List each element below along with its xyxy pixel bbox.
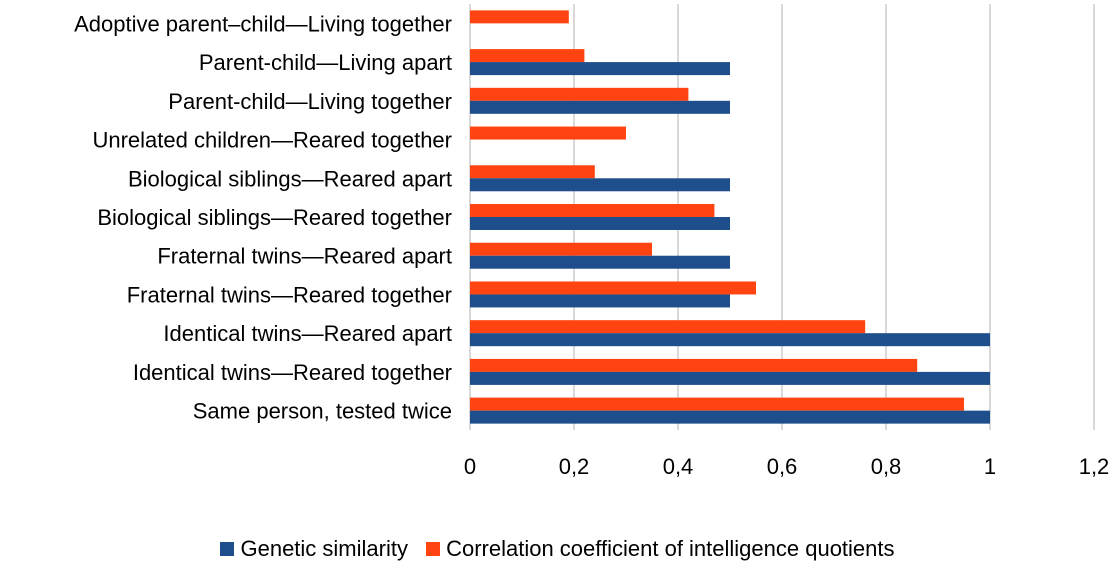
bar-genetic (470, 217, 730, 230)
legend-label-genetic: Genetic similarity (240, 536, 408, 561)
x-tick-label: 1,2 (1079, 454, 1110, 479)
category-label: Fraternal twins—Reared together (127, 282, 452, 307)
bar-correlation (470, 242, 652, 256)
bar-correlation (470, 281, 756, 295)
category-label: Biological siblings—Reared together (97, 205, 452, 230)
x-tick-label: 1 (984, 454, 996, 479)
legend-item-genetic: Genetic similarity (220, 536, 408, 562)
bar-genetic (470, 255, 730, 269)
bar-correlation (470, 126, 626, 140)
category-label: Unrelated children—Reared together (92, 128, 452, 153)
legend: Genetic similarity Correlation coefficie… (0, 536, 1115, 562)
bar-correlation (470, 358, 918, 372)
bar-genetic (470, 333, 990, 347)
x-tick-label: 0,8 (871, 454, 902, 479)
x-tick-label: 0 (464, 454, 476, 479)
category-label: Parent-child—Living apart (199, 50, 452, 75)
bar-correlation (470, 320, 866, 334)
bar-correlation (470, 204, 715, 217)
legend-label-correlation: Correlation coefficient of intelligence … (446, 536, 895, 561)
bar-correlation (470, 87, 689, 101)
bar-genetic (470, 178, 730, 192)
category-label: Same person, tested twice (193, 399, 452, 424)
bar-genetic (470, 100, 730, 114)
bar-genetic (470, 371, 990, 385)
bar-correlation (470, 49, 585, 63)
bar-genetic (470, 62, 730, 76)
x-tick-label: 0,6 (767, 454, 798, 479)
category-label: Adoptive parent–child—Living together (74, 11, 452, 36)
category-label: Parent-child—Living together (168, 89, 452, 114)
bar-correlation (470, 397, 964, 411)
x-tick-label: 0,4 (663, 454, 694, 479)
x-tick-label: 0,2 (559, 454, 590, 479)
legend-swatch-correlation (426, 542, 441, 556)
category-label: Biological siblings—Reared apart (128, 166, 452, 191)
bar-correlation (470, 165, 595, 179)
category-label: Identical twins—Reared apart (163, 321, 452, 346)
category-label: Fraternal twins—Reared apart (157, 244, 452, 269)
legend-swatch-genetic (220, 542, 235, 556)
bar-genetic (470, 410, 990, 424)
bar-correlation (470, 10, 569, 24)
bar-genetic (470, 294, 730, 308)
legend-item-correlation: Correlation coefficient of intelligence … (426, 536, 895, 562)
category-label: Identical twins—Reared together (133, 360, 452, 385)
